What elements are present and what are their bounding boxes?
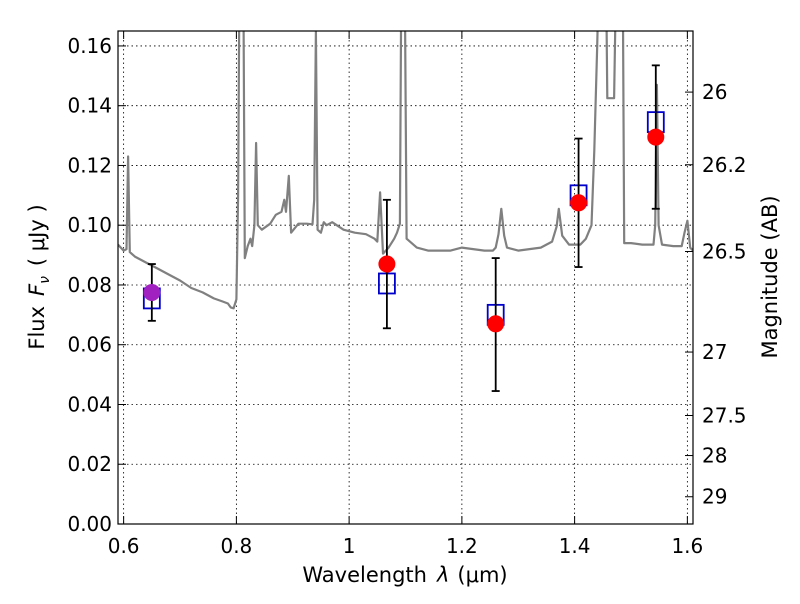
y-tick-label: 0.04 [67, 392, 112, 416]
y2-tick-label: 26.2 [702, 153, 747, 177]
x-tick-label: 1 [343, 534, 356, 558]
y-tick-label: 0.02 [67, 452, 112, 476]
y-axis-ticks: 0.00 0.02 0.04 0.06 0.08 0.10 0.12 0.14 0.16 [67, 34, 126, 536]
y-tick-label: 0.06 [67, 333, 112, 357]
observed-flux-markers [143, 64, 665, 392]
model-sed-line [118, 31, 693, 310]
x-axis-ticks: 0.6 0.8 1 1.2 1.4 1.6 [108, 31, 703, 558]
y-tick-label: 0.16 [67, 34, 112, 58]
y2-tick-label: 27 [702, 340, 727, 364]
x-tick-label: 1.6 [671, 534, 703, 558]
x-tick-label: 1.2 [446, 534, 478, 558]
x-tick-label: 0.8 [220, 534, 252, 558]
y2-tick-label: 26.5 [702, 239, 747, 263]
y-tick-label: 0.14 [67, 94, 112, 118]
y-tick-label: 0.12 [67, 153, 112, 177]
plot-area [118, 31, 693, 392]
y-tick-label: 0.00 [67, 512, 112, 536]
x-tick-label: 1.4 [559, 534, 591, 558]
plot-frame [117, 30, 694, 525]
x-tick-label: 0.6 [108, 534, 140, 558]
observed-flux-point [570, 194, 588, 212]
y-tick-label: 0.10 [67, 213, 112, 237]
observed-flux-point [143, 283, 161, 301]
y2-axis-label: Magnitude (AB) [758, 195, 782, 358]
y2-tick-label: 26 [702, 80, 727, 104]
y2-tick-label: 28 [702, 444, 727, 468]
observed-flux-point [378, 255, 396, 273]
model-photometry-markers [142, 111, 665, 326]
x-axis-label: Wavelength λ (μm) [302, 563, 507, 587]
y2-axis-ticks: 26 26.2 26.5 27 27.5 28 29 [685, 80, 747, 509]
y-tick-label: 0.08 [67, 273, 112, 297]
y2-tick-label: 29 [702, 485, 727, 509]
y-axis-label: FluxFν( μJy ) [25, 204, 53, 349]
observed-flux-point [487, 315, 505, 333]
y2-tick-label: 27.5 [702, 404, 747, 428]
observed-flux-point [647, 128, 665, 146]
